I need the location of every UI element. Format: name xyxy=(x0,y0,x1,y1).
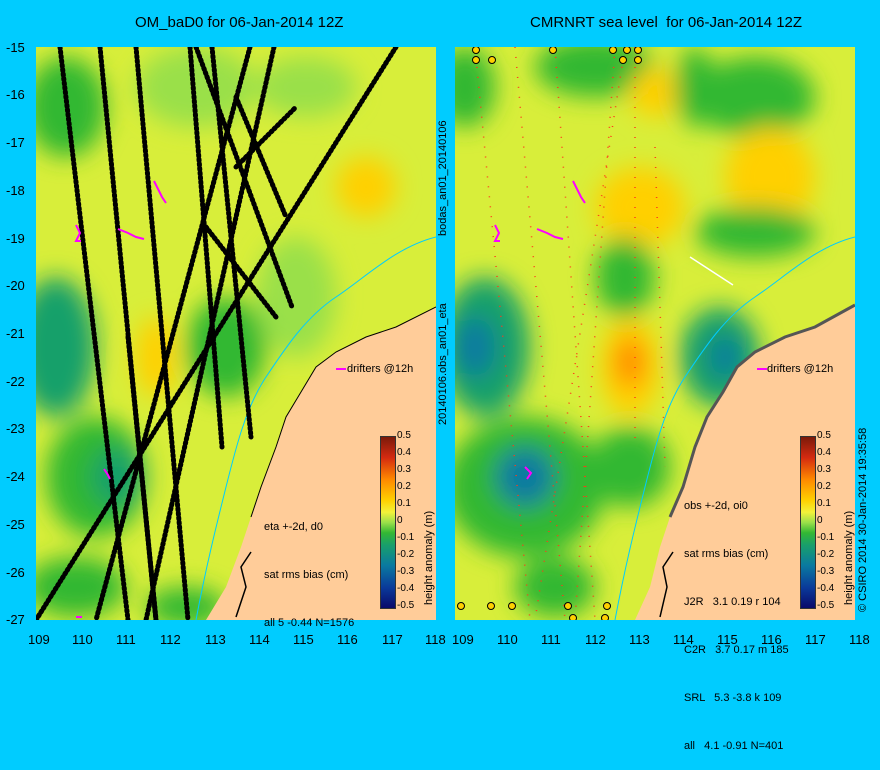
colorbar-tick: 0.5 xyxy=(817,430,831,441)
lon-label: 111 xyxy=(116,632,136,647)
left-annotation: eta +-2d, d0 sat rms bias (cm) all 5 -0.… xyxy=(264,487,354,647)
lon-label: 113 xyxy=(205,632,226,647)
credit-text: © CSIRO 2014 30-Jan-2014 19:35:58 xyxy=(857,427,869,612)
right-annotation-line: C2R 3.7 0.17 m 185 xyxy=(684,644,789,656)
colorbar-tick: 0.5 xyxy=(397,430,411,441)
right-annotation-line: sat rms bias (cm) xyxy=(684,548,769,560)
colorbar-tick: -0.4 xyxy=(817,583,835,594)
side-label-bottom: 20140106.obs_an01_eta xyxy=(437,303,449,425)
lat-label: -21 xyxy=(6,326,25,341)
lat-label: -16 xyxy=(6,87,25,102)
lon-label: 116 xyxy=(761,632,782,647)
lon-label: 114 xyxy=(249,632,270,647)
lon-label: 112 xyxy=(585,632,606,647)
lon-label: 112 xyxy=(160,632,181,647)
lon-label: 115 xyxy=(293,632,314,647)
lat-label: -25 xyxy=(6,517,25,532)
lon-label: 109 xyxy=(452,632,474,647)
colorbar-tick: 0.1 xyxy=(397,498,411,509)
drifter-markers xyxy=(74,180,346,618)
right-colorbar xyxy=(800,436,816,609)
right-annotation-line: J2R 3.1 0.19 r 104 xyxy=(684,596,781,608)
lat-label: -15 xyxy=(6,40,25,55)
lon-label: 118 xyxy=(425,632,446,647)
left-map-svg xyxy=(36,47,436,620)
colorbar-tick: -0.5 xyxy=(397,600,415,611)
colorbar-label: height anomaly (m) xyxy=(423,510,435,605)
colorbar-tick: 0 xyxy=(397,515,403,526)
lat-label: -22 xyxy=(6,374,25,389)
colorbar-tick: 0.1 xyxy=(817,498,831,509)
colorbar-tick: -0.4 xyxy=(397,583,415,594)
colorbar-tick: 0.3 xyxy=(817,464,831,475)
colorbar-tick: 0.2 xyxy=(397,481,411,492)
lat-label: -24 xyxy=(6,469,25,484)
lon-label: 115 xyxy=(717,632,738,647)
lon-label: 117 xyxy=(805,632,826,647)
lat-label: -20 xyxy=(6,278,25,293)
lon-label: 111 xyxy=(541,632,561,647)
left-map xyxy=(36,47,436,620)
lon-label: 116 xyxy=(337,632,358,647)
colorbar-label: height anomaly (m) xyxy=(843,510,855,605)
right-panel-title: CMRNRT sea level for 06-Jan-2014 12Z xyxy=(530,14,803,31)
right-map xyxy=(455,47,855,620)
lon-label: 113 xyxy=(629,632,650,647)
satellite-tracks xyxy=(36,47,399,620)
left-annotation-line: sat rms bias (cm) xyxy=(264,569,349,581)
colorbar-tick: 0.2 xyxy=(817,481,831,492)
lon-label: 110 xyxy=(497,632,518,647)
lat-label: -27 xyxy=(6,612,25,627)
left-drifters-label: drifters @12h xyxy=(347,363,414,375)
colorbar-tick: -0.3 xyxy=(817,566,835,577)
left-panel-title: OM_baD0 for 06-Jan-2014 12Z xyxy=(135,14,344,31)
right-annotation-line: all 4.1 -0.91 N=401 xyxy=(684,740,784,752)
obs-tracks xyxy=(474,47,666,620)
colorbar-tick: 0.4 xyxy=(397,447,411,458)
right-annotation: obs +-2d, oi0 sat rms bias (cm) J2R 3.1 … xyxy=(684,466,789,770)
lon-label: 110 xyxy=(72,632,93,647)
colorbar-tick: 0.4 xyxy=(817,447,831,458)
colorbar-tick: -0.1 xyxy=(397,532,415,543)
lat-label: -19 xyxy=(6,231,25,246)
lat-label: -26 xyxy=(6,565,25,580)
side-label-top: bodas_an01_20140106 xyxy=(437,120,449,236)
right-drifters-label: drifters @12h xyxy=(767,363,834,375)
lon-label: 118 xyxy=(849,632,870,647)
right-annotation-line: SRL 5.3 -3.8 k 109 xyxy=(684,692,782,704)
top-obs-circles xyxy=(472,47,642,64)
left-annotation-line: eta +-2d, d0 xyxy=(264,521,324,533)
left-colorbar xyxy=(380,436,396,609)
colorbar-tick: 0 xyxy=(817,515,823,526)
lon-label: 114 xyxy=(673,632,694,647)
right-annotation-line: obs +-2d, oi0 xyxy=(684,500,748,512)
lon-label: 109 xyxy=(28,632,50,647)
colorbar-tick: -0.5 xyxy=(817,600,835,611)
bottom-obs-circles xyxy=(457,602,611,620)
lat-label: -17 xyxy=(6,135,25,150)
colorbar-tick: -0.2 xyxy=(397,549,415,560)
colorbar-tick: -0.3 xyxy=(397,566,415,577)
colorbar-tick: -0.2 xyxy=(817,549,835,560)
lat-label: -23 xyxy=(6,421,25,436)
right-map-svg xyxy=(455,47,855,620)
colorbar-tick: -0.1 xyxy=(817,532,835,543)
lat-label: -18 xyxy=(6,183,25,198)
left-annotation-line: all 5 -0.44 N=1576 xyxy=(264,617,355,629)
colorbar-tick: 0.3 xyxy=(397,464,411,475)
drifter-markers xyxy=(493,180,767,480)
lon-label: 117 xyxy=(382,632,403,647)
